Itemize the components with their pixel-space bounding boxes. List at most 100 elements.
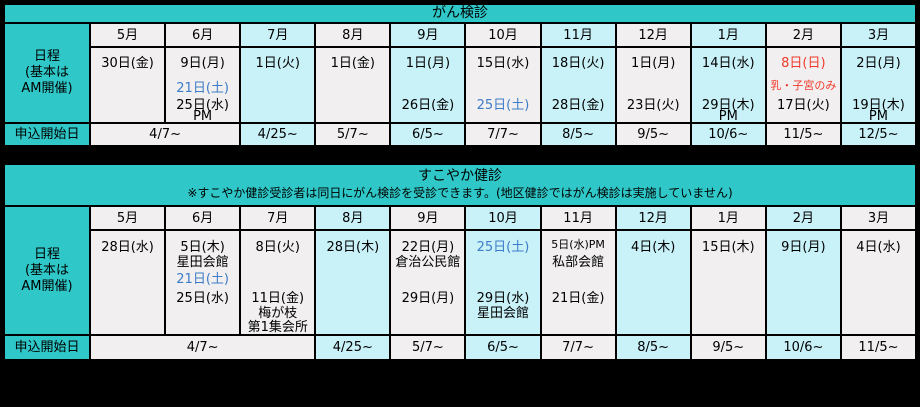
sukoyaka-apply-cell-dec: 8/5~ xyxy=(616,336,690,359)
date-line: 4日(水) xyxy=(856,240,901,255)
date-line: 25日(水) xyxy=(176,98,229,113)
sukoyaka-apply-cell-feb: 10/6~ xyxy=(766,336,840,359)
cancer-apply-cell-nov: 8/5~ xyxy=(541,124,615,145)
sukoyaka-apply-cell-oct: 6/5~ xyxy=(466,336,540,359)
sukoyaka-apply-cell-mar: 11/5~ xyxy=(841,336,915,359)
date-line-pm: 5日(水)PM xyxy=(551,238,605,251)
date-line-saturday: 21日(土) xyxy=(176,81,229,96)
sukoyaka-table-note: ※すこやか健診受診者は同日にがん検診を受診できます。(地区健診ではがん検診は実施… xyxy=(187,186,733,200)
cancer-apply-cell-jul: 4/25~ xyxy=(241,124,315,145)
venue-line: 星田会館 xyxy=(476,306,529,321)
sukoyaka-month-header-jul: 7月 xyxy=(241,207,315,229)
sukoyaka-date-row-label-line2: (基本は xyxy=(24,262,70,278)
date-note-breast-uterus-only: 乳・子宮のみ xyxy=(770,79,837,92)
cancer-apply-cell-feb: 11/5~ xyxy=(766,124,840,145)
date-line: 21日(金) xyxy=(551,291,605,306)
sukoyaka-apply-cell-sep: 5/7~ xyxy=(391,336,465,359)
date-line: 28日(水) xyxy=(101,240,154,255)
cancer-month-header-aug: 8月 xyxy=(316,24,390,46)
sukoyaka-month-header-aug: 8月 xyxy=(316,207,390,229)
sukoyaka-date-cell-may: 28日(水) xyxy=(91,231,165,334)
sukoyaka-date-cell-jan: 15日(木) xyxy=(691,231,765,334)
venue-line: 倉治公民館 xyxy=(395,255,461,270)
cancer-month-header-mar: 3月 xyxy=(841,24,915,46)
date-line: 29日(木) xyxy=(701,98,755,113)
sukoyaka-month-header-sep: 9月 xyxy=(391,207,465,229)
date-line: 1日(金) xyxy=(330,56,376,71)
sukoyaka-apply-cell-jan: 9/5~ xyxy=(691,336,765,359)
cancer-date-cell-nov: 18日(火) 28日(金) xyxy=(541,48,615,122)
sukoyaka-month-header-jun: 6月 xyxy=(166,207,240,229)
date-line: 19日(木) xyxy=(852,98,905,113)
sukoyaka-date-cell-oct: 25日(土) 29日(水) 星田会館 xyxy=(466,231,540,334)
sukoyaka-date-cell-nov: 5日(水)PM 私部会館 21日(金) xyxy=(541,231,615,334)
date-line: 11日(金) xyxy=(251,291,305,306)
date-line-saturday: 25日(土) xyxy=(476,240,530,255)
sukoyaka-date-row-label-line1: 日程 xyxy=(33,246,60,262)
sukoyaka-date-cell-dec: 4日(木) xyxy=(616,231,690,334)
date-line: 14日(水) xyxy=(701,56,755,71)
cancer-month-header-sep: 9月 xyxy=(391,24,465,46)
date-line-saturday: 21日(土) xyxy=(176,272,229,287)
date-line: 9日(月) xyxy=(781,240,826,255)
sukoyaka-date-cell-mar: 4日(水) xyxy=(841,231,915,334)
date-line: 1日(月) xyxy=(630,56,676,71)
date-line: 29日(月) xyxy=(401,291,455,306)
sukoyaka-apply-cell-aug: 4/25~ xyxy=(316,336,390,359)
cancer-month-header-dec: 12月 xyxy=(616,24,690,46)
sukoyaka-month-header-oct: 10月 xyxy=(466,207,540,229)
sukoyaka-date-cell-sep: 22日(月) 倉治公民館 29日(月) xyxy=(391,231,465,334)
cancer-table-title-text: がん検診 xyxy=(432,5,488,21)
date-line-pm: PM xyxy=(193,109,213,124)
sukoyaka-month-header-jan: 1月 xyxy=(691,207,765,229)
cancer-date-cell-dec: 1日(月) 23日(火) xyxy=(616,48,690,122)
sukoyaka-date-cell-jul: 8日(火) 11日(金) 梅が枝 第1集会所 xyxy=(241,231,315,335)
cancer-date-cell-aug: 1日(金) xyxy=(316,48,390,122)
cancer-apply-cell-mar: 12/5~ xyxy=(841,124,915,145)
cancer-date-cell-jan: 14日(水) 29日(木) PM xyxy=(691,48,765,124)
cancer-month-header-feb: 2月 xyxy=(766,24,840,46)
cancer-table-title: がん検診 xyxy=(5,5,915,22)
date-line-sunday: 8日(日) xyxy=(781,56,826,71)
cancer-apply-cell-may-jun: 4/7~ xyxy=(91,124,240,145)
date-line: 23日(火) xyxy=(626,98,680,113)
sukoyaka-apply-row-label: 申込開始日 xyxy=(5,336,89,359)
date-line: 9日(月) xyxy=(180,56,225,71)
date-line: 1日(火) xyxy=(255,56,300,71)
date-line-pm: PM xyxy=(868,109,888,124)
sukoyaka-month-header-feb: 2月 xyxy=(766,207,840,229)
sukoyaka-table-title: すこやか健診 ※すこやか健診受診者は同日にがん検診を受診できます。(地区健診では… xyxy=(5,165,915,205)
sukoyaka-apply-cell-may-jul: 4/7~ xyxy=(91,336,315,359)
cancer-date-cell-mar: 2日(月) 19日(木) PM xyxy=(841,48,915,124)
cancer-screening-table: がん検診 日程 (基本は AM開催) 5月 6月 7月 8月 9月 10月 11… xyxy=(2,2,918,148)
sukoyaka-date-cell-feb: 9日(月) xyxy=(766,231,840,334)
cancer-date-row-label-line1: 日程 xyxy=(33,49,60,64)
sukoyaka-checkup-table: すこやか健診 ※すこやか健診受診者は同日にがん検診を受診できます。(地区健診では… xyxy=(2,162,918,362)
cancer-date-cell-sep: 1日(月) 26日(金) xyxy=(391,48,465,122)
date-line: 18日(火) xyxy=(551,56,605,71)
venue-line: 私部会館 xyxy=(552,255,605,270)
date-line: 30日(金) xyxy=(101,56,154,71)
cancer-date-row-label-line3: AM開催) xyxy=(21,81,73,96)
date-line-saturday: 25日(土) xyxy=(476,98,530,113)
date-line-pm: PM xyxy=(718,109,738,124)
cancer-apply-cell-dec: 9/5~ xyxy=(616,124,690,145)
date-line: 4日(木) xyxy=(630,240,676,255)
date-line: 22日(月) xyxy=(401,240,455,255)
cancer-month-header-jul: 7月 xyxy=(241,24,315,46)
sukoyaka-date-cell-aug: 28日(木) xyxy=(316,231,390,334)
venue-line: 第1集会所 xyxy=(247,320,308,335)
date-line: 28日(金) xyxy=(551,98,605,113)
sukoyaka-month-header-dec: 12月 xyxy=(616,207,690,229)
sukoyaka-date-cell-jun: 5日(木) 星田会館 21日(土) 25日(水) xyxy=(166,231,240,334)
sukoyaka-month-header-mar: 3月 xyxy=(841,207,915,229)
cancer-apply-row-label: 申込開始日 xyxy=(5,124,89,145)
venue-line: 星田会館 xyxy=(176,255,229,270)
sukoyaka-date-row-label-line3: AM開催) xyxy=(21,278,73,294)
cancer-apply-cell-jan: 10/6~ xyxy=(691,124,765,145)
date-line: 15日(木) xyxy=(701,240,755,255)
cancer-apply-cell-sep: 6/5~ xyxy=(391,124,465,145)
date-line: 17日(火) xyxy=(777,98,830,113)
date-line: 26日(金) xyxy=(401,98,455,113)
